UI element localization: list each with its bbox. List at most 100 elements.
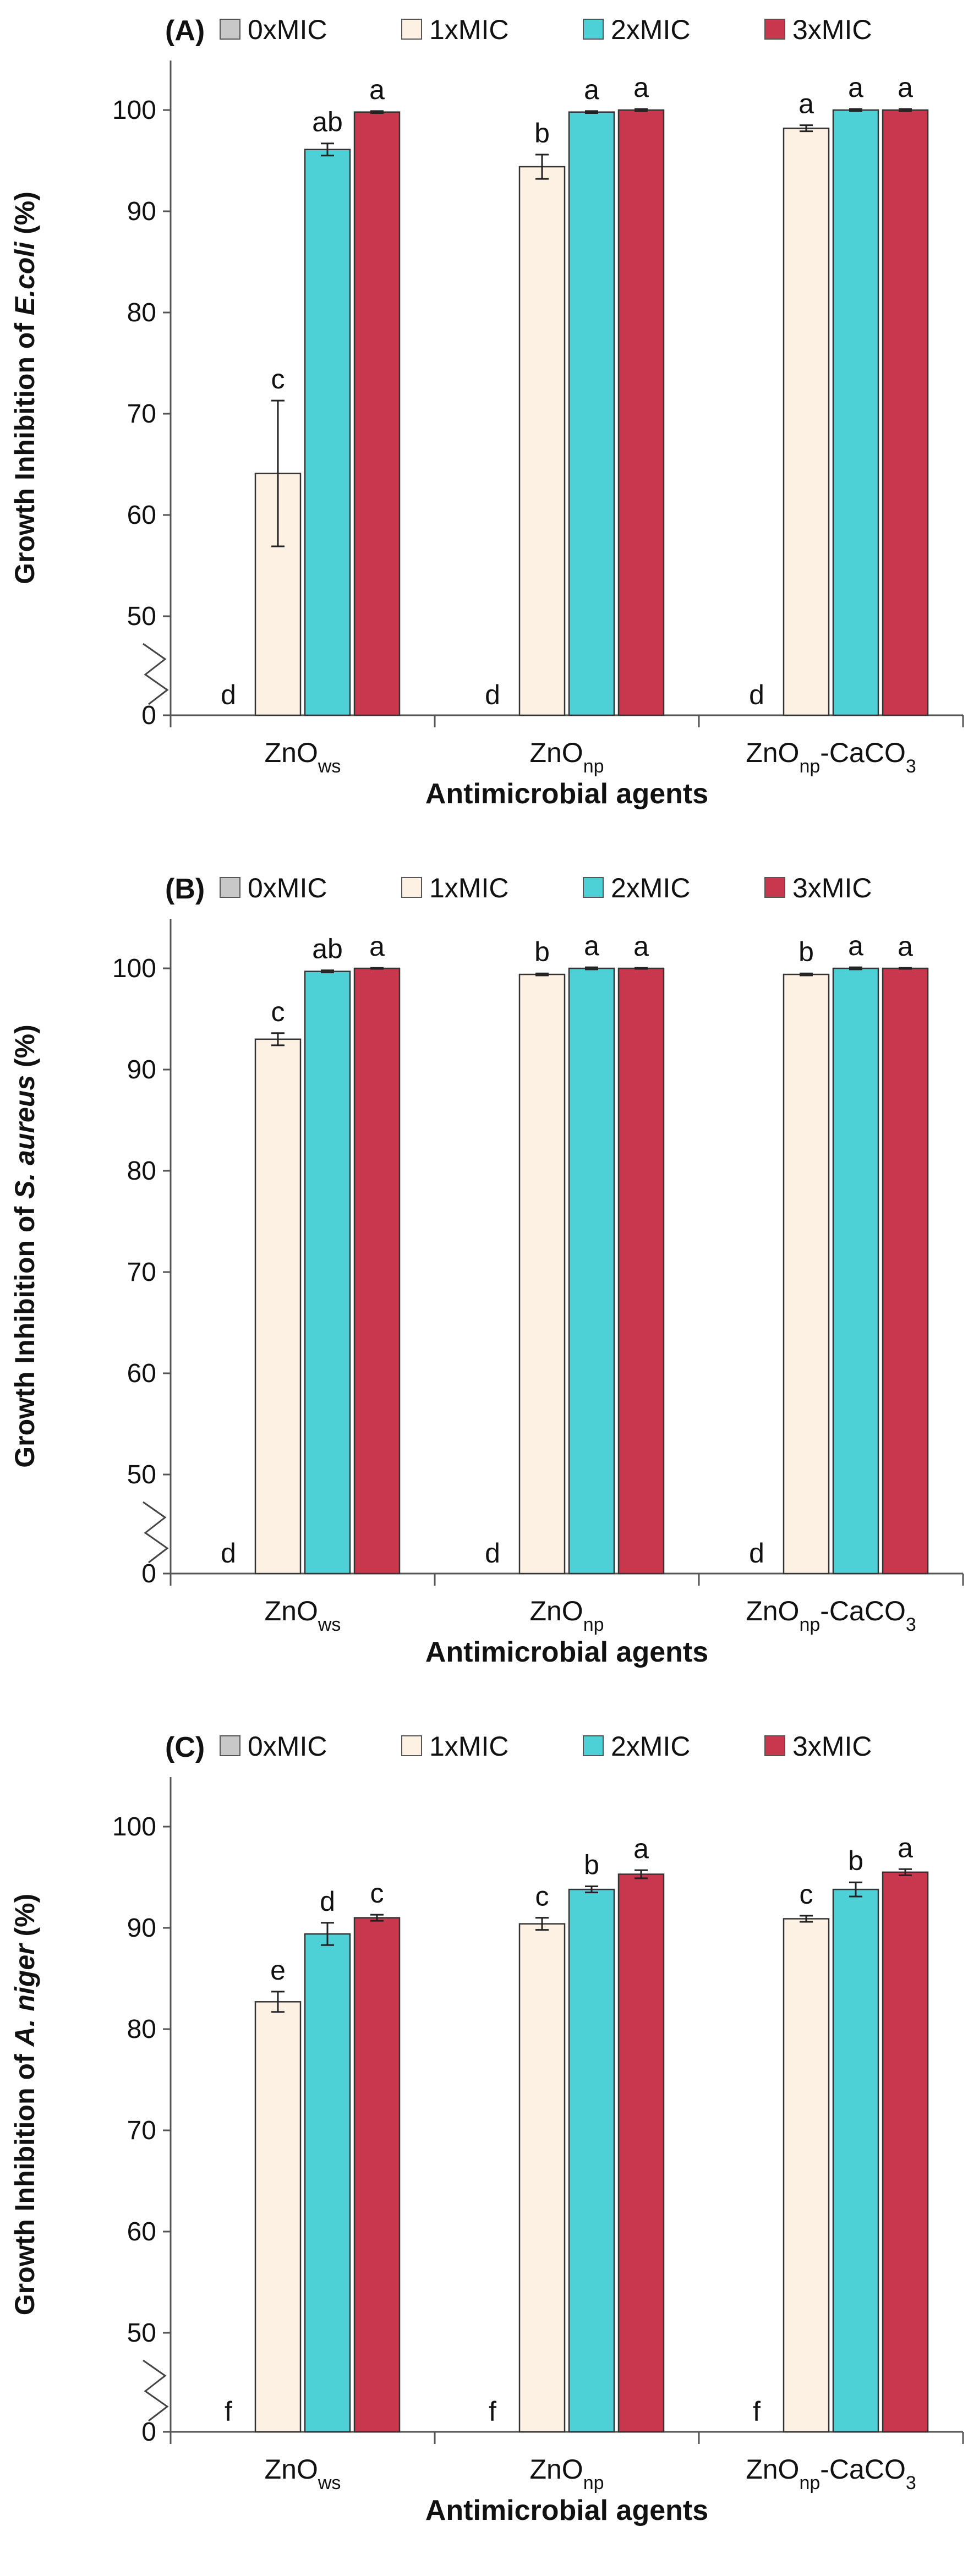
y-tick-label: 50 bbox=[127, 602, 156, 631]
y-tick-label: 100 bbox=[112, 1812, 156, 1841]
y-tick-label: 80 bbox=[127, 298, 156, 327]
panel-label: (A) bbox=[165, 15, 205, 47]
y-tick-label: 0 bbox=[141, 701, 156, 730]
significance-label: a bbox=[633, 1833, 649, 1864]
legend-swatch-1xMIC bbox=[401, 19, 422, 40]
significance-label: d bbox=[749, 679, 764, 710]
significance-label: d bbox=[749, 1538, 764, 1569]
legend-label-3xMIC: 3xMIC bbox=[792, 1731, 872, 1762]
y-tick-label: 80 bbox=[127, 1157, 156, 1186]
category-label: ZnOws bbox=[265, 2454, 341, 2493]
bar-2xMIC-1 bbox=[568, 1888, 615, 2433]
significance-label: b bbox=[534, 936, 550, 967]
bar-3xMIC-2 bbox=[882, 1871, 929, 2433]
y-tick-label: 100 bbox=[112, 954, 156, 983]
bar-1xMIC-0 bbox=[254, 2001, 302, 2433]
significance-label: f bbox=[753, 2396, 761, 2427]
legend-label-1xMIC: 1xMIC bbox=[429, 14, 508, 45]
significance-label: c bbox=[271, 364, 285, 394]
legend-label-3xMIC: 3xMIC bbox=[792, 873, 872, 903]
axis-break-icon bbox=[143, 2359, 169, 2422]
significance-label: a bbox=[633, 72, 649, 103]
significance-label: d bbox=[221, 1538, 236, 1569]
legend-swatch-2xMIC bbox=[583, 877, 604, 898]
significance-label: a bbox=[848, 72, 863, 103]
bar-1xMIC-2 bbox=[783, 973, 830, 1575]
panel-label: (C) bbox=[165, 1731, 205, 1763]
bar-2xMIC-2 bbox=[832, 109, 879, 716]
significance-label: c bbox=[370, 1878, 384, 1909]
legend-swatch-3xMIC bbox=[764, 1735, 785, 1756]
legend-swatch-1xMIC bbox=[401, 877, 422, 898]
significance-label: a bbox=[584, 74, 599, 105]
category-label: ZnOnp-CaCO3 bbox=[746, 737, 916, 777]
bar-2xMIC-1 bbox=[568, 967, 615, 1575]
y-axis-title: Growth Inhibition of A. niger (%) bbox=[9, 1894, 40, 2316]
significance-label: b bbox=[534, 118, 550, 149]
significance-label: a bbox=[898, 72, 913, 103]
legend-swatch-1xMIC bbox=[401, 1735, 422, 1756]
legend-label-0xMIC: 0xMIC bbox=[248, 1731, 327, 1762]
axis-break-icon bbox=[143, 1501, 169, 1564]
significance-label: a bbox=[848, 930, 863, 961]
chart-panel-1: (B) 0xMIC 1xMIC 2xMIC 3xMIC 0 50 60 70 80 90 100 d c a… bbox=[9, 873, 964, 1668]
significance-label: ab bbox=[312, 934, 343, 964]
significance-label: a bbox=[898, 931, 913, 962]
bar-1xMIC-1 bbox=[518, 973, 566, 1575]
y-tick-label: 60 bbox=[127, 1359, 156, 1388]
y-tick-label: 70 bbox=[127, 399, 156, 429]
significance-label: b bbox=[798, 936, 814, 967]
legend-swatch-3xMIC bbox=[764, 19, 785, 40]
x-axis-title: Antimicrobial agents bbox=[425, 1636, 708, 1668]
chart-panel-0: (A) 0xMIC 1xMIC 2xMIC 3xMIC 0 50 60 70 80 90 100 d c a… bbox=[9, 14, 964, 810]
bar-1xMIC-2 bbox=[783, 1918, 830, 2433]
bar-2xMIC-0 bbox=[304, 971, 351, 1575]
category-label: ZnOws bbox=[265, 737, 341, 777]
legend-swatch-0xMIC bbox=[220, 1735, 240, 1756]
y-tick-label: 50 bbox=[127, 1460, 156, 1489]
legend-label-2xMIC: 2xMIC bbox=[611, 14, 690, 45]
bar-3xMIC-0 bbox=[353, 1917, 401, 2433]
legend-swatch-0xMIC bbox=[220, 19, 240, 40]
y-tick-label: 90 bbox=[127, 1914, 156, 1943]
significance-label: d bbox=[221, 679, 236, 710]
significance-label: d bbox=[485, 1538, 500, 1569]
y-axis-title: Growth Inhibition of S. aureus (%) bbox=[9, 1024, 40, 1468]
category-label: ZnOnp bbox=[529, 2454, 604, 2493]
significance-label: c bbox=[535, 1881, 549, 1912]
category-label: ZnOnp bbox=[529, 1596, 604, 1635]
bar-3xMIC-1 bbox=[617, 109, 665, 716]
bar-2xMIC-1 bbox=[568, 111, 615, 716]
category-label: ZnOnp-CaCO3 bbox=[746, 2454, 916, 2493]
bar-3xMIC-1 bbox=[617, 967, 665, 1575]
x-axis-title: Antimicrobial agents bbox=[425, 778, 708, 810]
significance-label: a bbox=[798, 89, 814, 119]
legend-swatch-0xMIC bbox=[220, 877, 240, 898]
significance-label: b bbox=[584, 1850, 599, 1881]
significance-label: a bbox=[633, 931, 649, 962]
significance-label: a bbox=[369, 931, 385, 962]
panel-label: (B) bbox=[165, 873, 205, 905]
bar-3xMIC-2 bbox=[882, 967, 929, 1575]
bar-1xMIC-0 bbox=[254, 1038, 302, 1575]
axis-break-icon bbox=[143, 643, 169, 705]
legend-label-0xMIC: 0xMIC bbox=[248, 14, 327, 45]
category-label: ZnOnp bbox=[529, 737, 604, 777]
significance-label: d bbox=[320, 1886, 335, 1917]
legend-label-2xMIC: 2xMIC bbox=[611, 1731, 690, 1762]
y-tick-label: 0 bbox=[141, 1559, 156, 1588]
y-tick-label: 0 bbox=[141, 2418, 156, 2447]
y-tick-label: 100 bbox=[112, 96, 156, 125]
legend-swatch-2xMIC bbox=[583, 19, 604, 40]
legend-label-1xMIC: 1xMIC bbox=[429, 1731, 508, 1762]
y-tick-label: 90 bbox=[127, 197, 156, 226]
y-tick-label: 50 bbox=[127, 2319, 156, 2348]
significance-label: d bbox=[485, 679, 500, 710]
bar-1xMIC-0 bbox=[254, 473, 302, 716]
significance-label: ab bbox=[312, 107, 343, 138]
bar-2xMIC-0 bbox=[304, 1933, 351, 2433]
bar-3xMIC-1 bbox=[617, 1873, 665, 2433]
y-axis-title: Growth Inhibition of E.coli (%) bbox=[9, 191, 40, 584]
y-tick-label: 70 bbox=[127, 1258, 156, 1287]
